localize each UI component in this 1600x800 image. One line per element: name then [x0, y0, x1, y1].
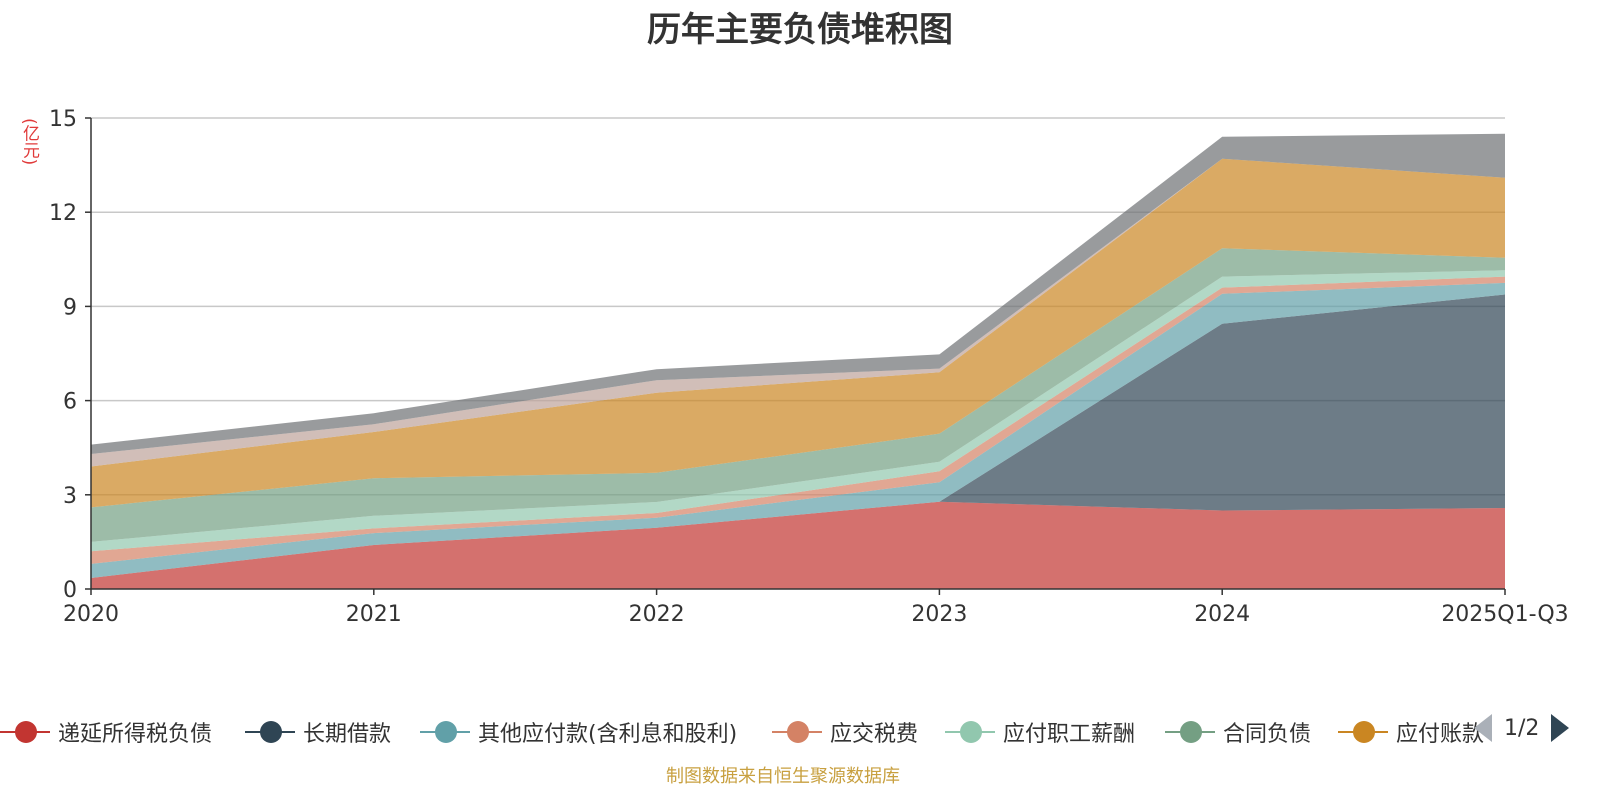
legend-marker-icon	[420, 712, 470, 752]
area-series-1	[91, 294, 1505, 578]
area-series-0	[91, 501, 1505, 589]
legend-marker-icon	[245, 712, 295, 752]
legend-marker-icon	[1338, 712, 1388, 752]
legend-marker-icon	[945, 712, 995, 752]
legend-item[interactable]: 应付职工薪酬	[945, 712, 1135, 752]
y-axis-unit: (亿元)	[19, 118, 39, 166]
area-series-5	[91, 248, 1505, 542]
legend-label: 应付职工薪酬	[1003, 722, 1136, 747]
area-series	[91, 133, 1505, 589]
stacked-area-chart: 0 3 6 9 12 15 2020 2021 2022 2023 2024 2025Q1-Q3	[49, 107, 1569, 627]
legend-item[interactable]: 其他应付款(含利息和股利)	[420, 712, 737, 752]
x-tick-label: 2022	[629, 602, 685, 627]
legend-label: 合同负债	[1223, 722, 1312, 747]
legend-label: 其他应付款(含利息和股利)	[478, 722, 738, 747]
legend-item[interactable]: 递延所得税负债	[0, 712, 212, 752]
y-tick-label: 15	[49, 107, 77, 132]
prev-page-icon[interactable]	[1474, 714, 1492, 742]
legend-marker-icon	[772, 712, 822, 752]
y-tick-label: 0	[63, 578, 77, 603]
x-tick-label: 2024	[1194, 602, 1250, 627]
y-tick-label: 12	[49, 201, 77, 226]
source-note: 制图数据来自恒生聚源数据库	[666, 766, 900, 787]
legend-label: 长期借款	[303, 722, 392, 747]
axes	[85, 117, 1506, 595]
legend-item[interactable]: 应交税费	[772, 712, 918, 752]
legend-item[interactable]: 应付账款	[1338, 712, 1484, 752]
x-tick-label: 2020	[63, 602, 119, 627]
legend-item[interactable]: 长期借款	[245, 712, 391, 752]
legend: 递延所得税负债 长期借款 其他应付款(含利息和股利) 应交税费 应付职工薪酬 合同负债 应付…	[0, 712, 1520, 752]
legend-item[interactable]: 合同负债	[1165, 712, 1311, 752]
legend-page-indicator: 1/2	[1504, 715, 1540, 741]
legend-marker-icon	[1165, 712, 1215, 752]
y-tick-label: 9	[63, 295, 77, 320]
chart-title: 历年主要负债堆积图	[647, 10, 953, 50]
area-series-6	[91, 158, 1505, 508]
tick-labels: 0 3 6 9 12 15 2020 2021 2022 2023 2024 2025Q1-Q3	[49, 107, 1569, 627]
y-tick-label: 3	[63, 484, 77, 509]
area-series-8	[91, 133, 1505, 454]
next-page-icon[interactable]	[1551, 714, 1570, 742]
legend-label: 应交税费	[830, 722, 919, 747]
legend-label: 应付账款	[1396, 722, 1485, 747]
y-tick-label: 6	[63, 390, 77, 415]
x-tick-label: 2021	[346, 602, 402, 627]
legend-marker-icon	[0, 712, 50, 752]
x-tick-label: 2023	[911, 602, 967, 627]
area-series-2	[91, 282, 1505, 578]
legend-pager: 1/2	[1470, 706, 1600, 750]
x-tick-label: 2025Q1-Q3	[1441, 602, 1568, 627]
legend-label: 递延所得税负债	[58, 722, 213, 747]
